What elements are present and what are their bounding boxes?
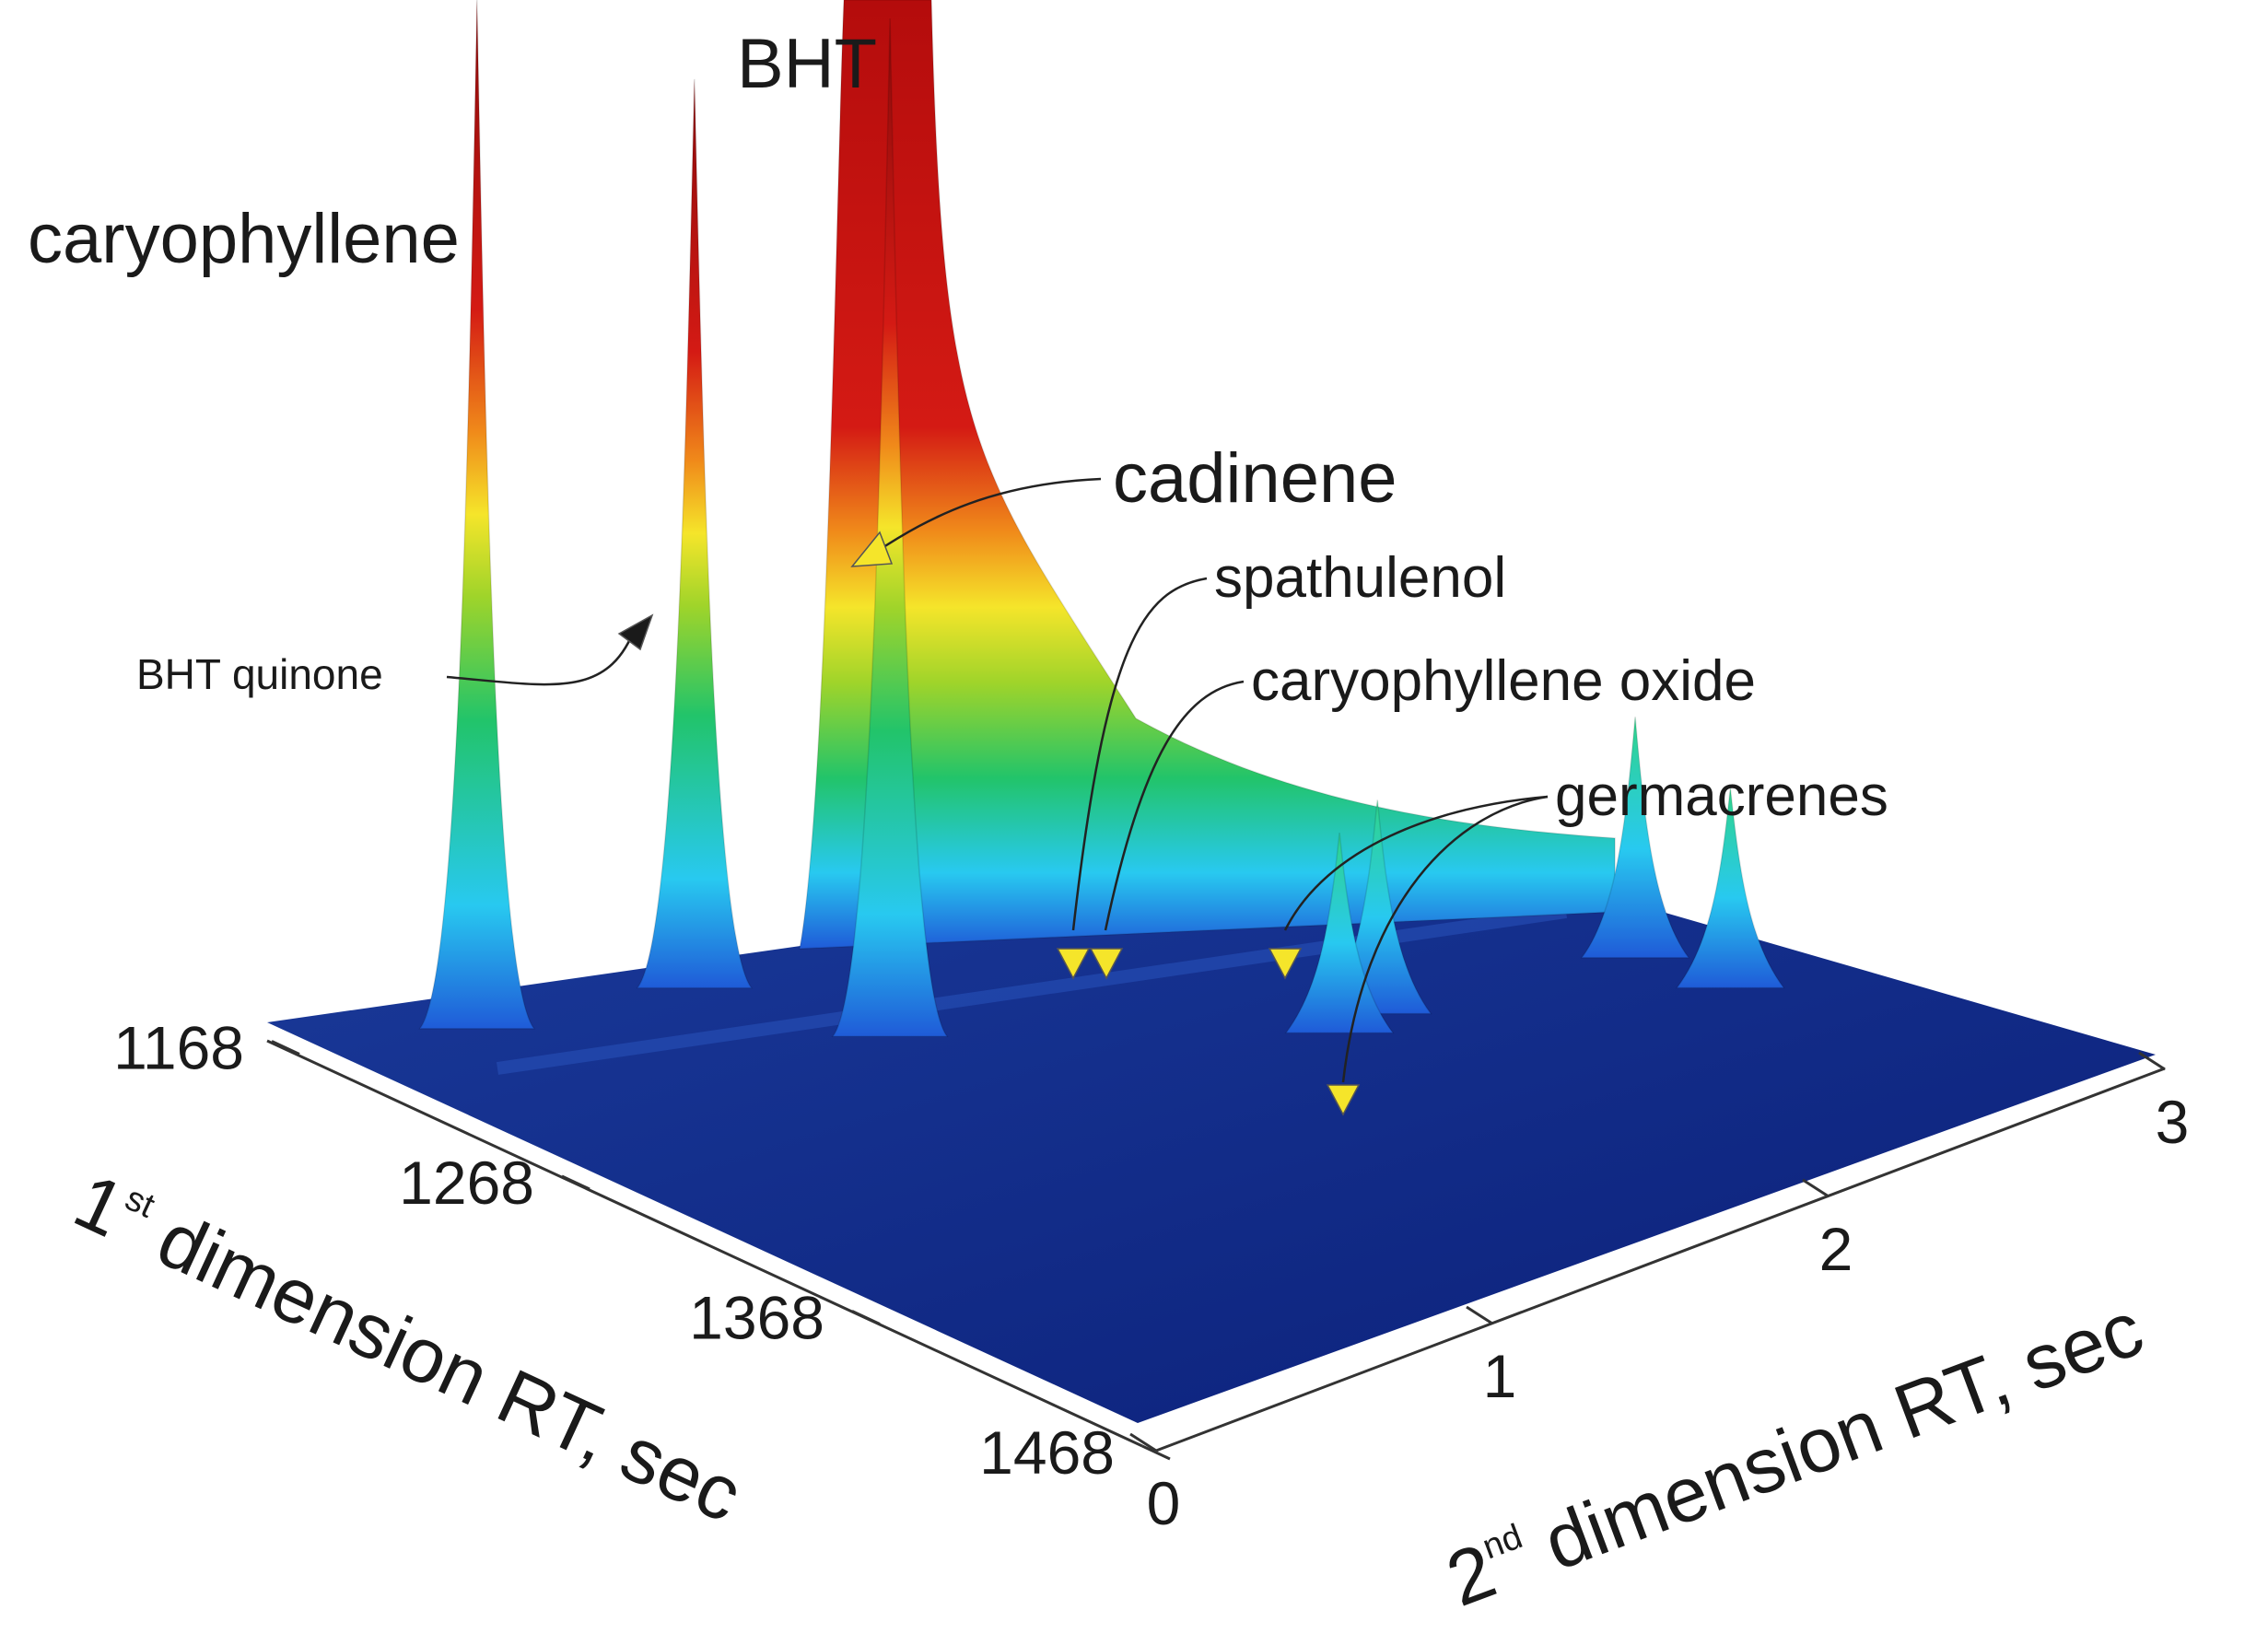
y-tick-label-0: 0 [1147,1469,1181,1537]
peaks [418,0,1785,1037]
arrow-heads [617,531,1361,1116]
arrow-germacrene-1 [1268,948,1303,980]
label-bht: BHT [737,25,877,103]
arrow-spathulenol [1056,948,1091,980]
y-tick-label-3: 3 [2156,1088,2190,1156]
leader-cadinene [874,477,1102,554]
arrow-cadinene [850,531,894,567]
arrow-germacrene-2 [1326,1084,1361,1116]
leader-germacrene-1 [1283,795,1549,931]
x-tick-mark-2 [851,1310,881,1325]
label-bht-quinone: BHT quinone [136,650,383,698]
x-tick-label-0: 1168 [113,1014,244,1082]
x-tick-mark-0 [271,1040,300,1056]
label-cadinene: cadinene [1113,439,1397,518]
peak-2 [799,0,1616,950]
surface-floor [267,852,2156,1423]
leader-lines [446,477,1549,1083]
x-axis-line [266,1039,1143,1448]
y-tick-label-1: 1 [1483,1342,1517,1410]
x-tick-label-1: 1268 [399,1149,534,1217]
label-caryophyllene: caryophyllene [28,200,460,278]
leader-caryophyllene-oxide [1104,680,1245,931]
axes [266,1039,2166,1452]
x-tick-mark-3 [1141,1444,1171,1461]
peak-7 [1675,788,1785,989]
y-tick-mark-0 [1129,1432,1157,1452]
peak-6 [1580,717,1690,959]
y-tick-mark-2 [1802,1178,1830,1198]
peak-1 [636,78,754,989]
x-tick-mark-1 [561,1174,590,1191]
label-spathulenol: spathulenol [1214,546,1506,610]
label-caryophyllene-oxide: caryophyllene oxide [1251,649,1756,713]
x-tick-label-3: 1468 [979,1418,1115,1487]
leader-germacrene-2 [1341,795,1549,1083]
arrow-bht-quinone [617,613,654,651]
peak-0 [418,0,536,1030]
y-axis-line [1155,1067,2166,1452]
leader-spathulenol [1071,577,1208,931]
leader-bht-quinone [446,625,637,686]
x-axis-ticks: 1168 1268 1368 1468 [113,1014,1171,1487]
y-axis-title: 2nd dimension RT, sec [1435,1285,2154,1623]
peak-4 [1284,833,1395,1034]
y-tick-label-2: 2 [1819,1215,1853,1283]
arrow-caryophyllene-oxide [1089,948,1124,980]
y-axis-ticks: 0 1 2 3 [1129,1051,2190,1537]
y-tick-mark-1 [1466,1305,1493,1325]
peak-3 [831,18,949,1037]
x-tick-label-2: 1368 [689,1284,824,1352]
y-tick-mark-3 [2138,1051,2166,1071]
label-germacrenes: germacrenes [1555,764,1888,828]
